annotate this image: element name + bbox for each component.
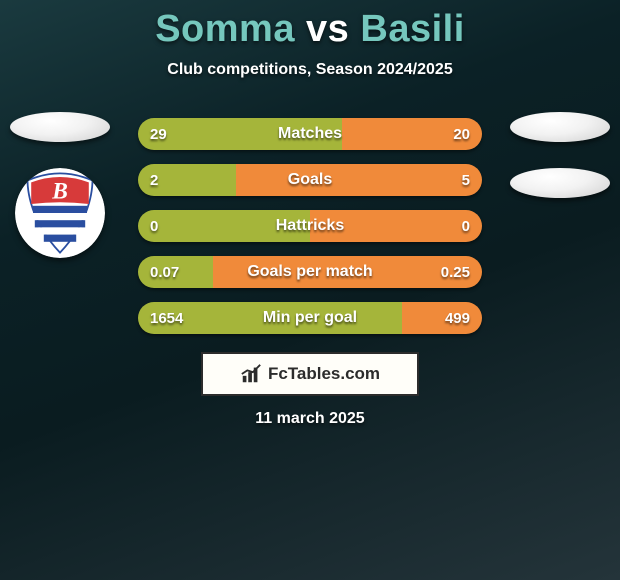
bar-right-segment xyxy=(310,210,482,242)
player-right-name: Basili xyxy=(360,8,464,50)
stat-bar: Goals per match 0.07 0.25 xyxy=(138,256,482,288)
bar-chart-icon xyxy=(240,363,262,385)
page-title: Somma vs Basili xyxy=(0,0,620,51)
bar-right-segment xyxy=(213,256,482,288)
subtitle: Club competitions, Season 2024/2025 xyxy=(0,61,620,79)
svg-text:B: B xyxy=(51,179,68,205)
bar-right-segment xyxy=(402,302,482,334)
bar-right-segment xyxy=(236,164,482,196)
player-left-name: Somma xyxy=(155,8,295,50)
bar-left-segment xyxy=(138,302,402,334)
bar-left-segment xyxy=(138,256,213,288)
brand-box[interactable]: FcTables.com xyxy=(201,352,419,396)
stat-bar: Min per goal 1654 499 xyxy=(138,302,482,334)
bar-left-segment xyxy=(138,118,342,150)
stat-bar: Hattricks 0 0 xyxy=(138,210,482,242)
player-left-avatar xyxy=(10,112,110,142)
player-left-club-badge: B xyxy=(15,168,105,258)
bar-right-segment xyxy=(342,118,482,150)
right-column xyxy=(500,112,620,198)
left-column: B xyxy=(0,112,120,258)
stat-bar: Matches 29 20 xyxy=(138,118,482,150)
vs-text: vs xyxy=(306,8,349,50)
stat-bar: Goals 2 5 xyxy=(138,164,482,196)
shield-icon: B xyxy=(15,168,105,258)
stats-bars: Matches 29 20 Goals 2 5 Hattricks 0 0 Go… xyxy=(138,118,482,334)
bar-left-segment xyxy=(138,210,310,242)
brand-text: FcTables.com xyxy=(268,364,380,384)
player-right-avatar xyxy=(510,112,610,142)
bar-left-segment xyxy=(138,164,236,196)
date-line: 11 march 2025 xyxy=(0,410,620,428)
player-right-club-badge xyxy=(510,168,610,198)
